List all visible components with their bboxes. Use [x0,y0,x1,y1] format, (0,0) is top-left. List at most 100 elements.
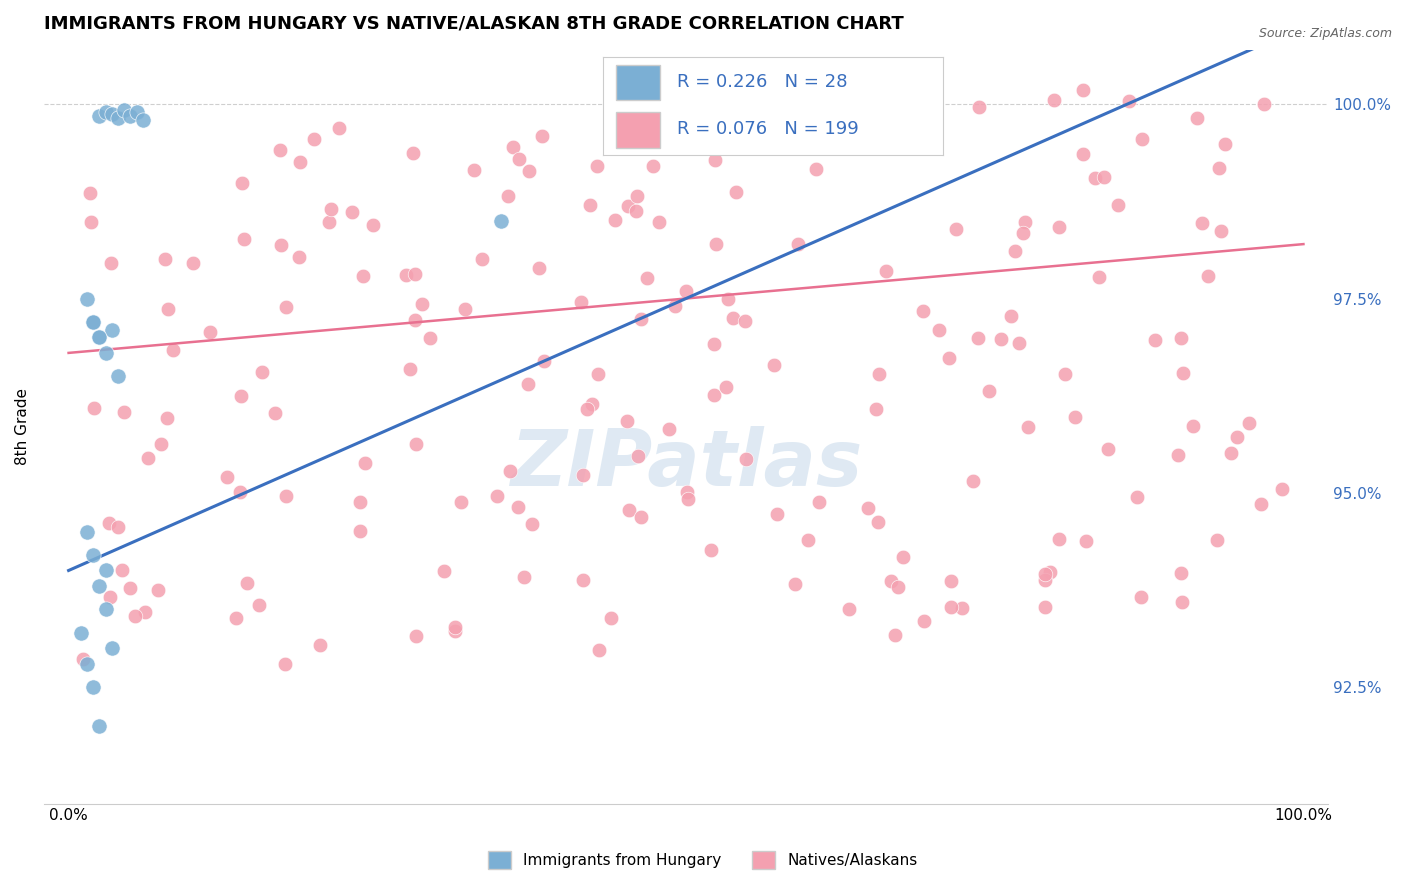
Point [896,94,918,108]
Point [1118,94,1140,108]
Point [83,401,105,415]
Point [72,652,94,666]
Point [1042,93,1064,107]
Point [735,451,758,466]
Point [868,515,890,529]
Point [912,303,935,318]
Point [796,533,818,547]
Point [453,301,475,316]
Point [274,300,297,314]
Point [499,464,522,478]
Point [485,489,508,503]
Point [879,574,901,588]
Point [1000,309,1022,323]
Point [520,517,543,532]
Point [112,405,135,419]
Point [717,293,740,307]
Point [273,657,295,671]
Point [270,238,292,252]
Point [578,198,600,212]
Point [157,301,180,316]
Point [82,680,104,694]
Point [1017,420,1039,434]
Point [1237,416,1260,430]
Point [1271,482,1294,496]
Point [398,361,420,376]
Point [146,583,169,598]
Point [912,614,935,628]
Point [124,609,146,624]
Point [714,380,737,394]
Point [1126,490,1149,504]
Point [1171,366,1194,380]
Point [630,510,652,524]
Point [395,268,418,282]
Point [1209,224,1232,238]
Point [502,139,524,153]
Point [508,153,530,167]
Point [1033,599,1056,614]
Point [807,495,830,509]
Point [941,599,963,614]
Point [1219,446,1241,460]
Point [1197,268,1219,283]
Point [1107,197,1129,211]
Point [806,161,828,176]
Point [98,516,121,530]
Point [288,251,311,265]
Y-axis label: 8th Grade: 8th Grade [15,388,30,466]
Point [875,264,897,278]
Point [120,109,142,123]
Point [838,602,860,616]
Point [617,199,640,213]
Point [352,268,374,283]
Point [318,215,340,229]
Point [89,109,111,123]
Point [1097,442,1119,456]
Point [647,215,669,229]
Point [1053,367,1076,381]
Point [1063,409,1085,424]
Point [489,214,512,228]
Point [865,402,887,417]
Point [405,437,427,451]
Point [76,292,98,306]
Point [363,218,385,232]
Point [125,105,148,120]
Point [1008,336,1031,351]
Point [231,389,253,403]
Point [89,719,111,733]
Point [94,564,117,578]
Point [886,580,908,594]
Point [134,606,156,620]
Point [107,369,129,384]
Point [703,336,725,351]
Point [967,100,990,114]
Point [1170,595,1192,609]
Text: Source: ZipAtlas.com: Source: ZipAtlas.com [1258,27,1392,40]
Point [100,256,122,270]
Point [586,367,609,381]
Point [581,397,603,411]
Point [101,641,124,656]
Point [612,121,634,136]
Point [605,213,627,227]
Point [765,508,787,522]
Point [762,358,785,372]
Point [636,270,658,285]
Point [721,310,744,325]
Point [1014,215,1036,229]
Point [1076,533,1098,548]
Point [627,449,650,463]
Point [349,495,371,509]
Point [94,602,117,616]
Point [624,204,647,219]
Point [79,186,101,201]
Point [156,410,179,425]
Point [120,582,142,596]
Point [404,312,426,326]
Point [569,295,592,310]
Point [950,601,973,615]
Point [700,542,723,557]
Point [181,256,204,270]
